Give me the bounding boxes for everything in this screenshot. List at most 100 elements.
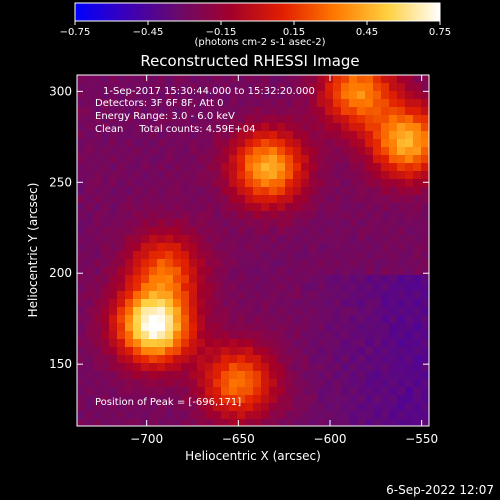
heatmap-cell [381,115,389,123]
heatmap-cell [293,163,301,171]
heatmap-cell [189,323,197,331]
heatmap-cell [261,147,269,155]
heatmap-cell [109,91,117,99]
heatmap-cell [85,339,93,347]
heatmap-cell [229,275,237,283]
heatmap-cell [285,83,293,91]
heatmap-cell [133,323,141,331]
heatmap-cell [253,307,261,315]
heatmap-cell [245,323,253,331]
heatmap-cell [413,339,421,347]
heatmap-cell [77,379,85,387]
heatmap-cell [157,251,165,259]
heatmap-cell [333,275,341,283]
heatmap-cell [133,179,141,187]
heatmap-cell [381,75,389,83]
heatmap-cell [317,355,325,363]
heatmap-cell [189,299,197,307]
heatmap-cell [285,395,293,403]
heatmap-cell [93,123,101,131]
heatmap-cell [229,115,237,123]
heatmap-cell [285,195,293,203]
heatmap-cell [405,339,413,347]
heatmap-cell [221,99,229,107]
heatmap-cell [173,323,181,331]
heatmap-cell [421,411,429,419]
heatmap-cell [213,411,221,419]
heatmap-cell [333,147,341,155]
heatmap-cell [149,99,157,107]
heatmap-cell [389,155,397,163]
heatmap-cell [173,163,181,171]
heatmap-cell [173,107,181,115]
heatmap-cell [245,99,253,107]
heatmap-cell [309,203,317,211]
heatmap-cell [133,187,141,195]
heatmap-cell [237,187,245,195]
heatmap-cell [205,187,213,195]
heatmap-cell [413,259,421,267]
heatmap-cell [77,131,85,139]
heatmap-cell [181,419,189,426]
heatmap-cell [261,411,269,419]
heatmap-cell [349,355,357,363]
heatmap-cell [149,411,157,419]
heatmap-cell [221,83,229,91]
colorbar-tick-label: 0.15 [283,27,305,38]
heatmap-cell [109,163,117,171]
heatmap-cell [285,251,293,259]
heatmap-cell [181,347,189,355]
heatmap-cell [389,267,397,275]
heatmap-cell [269,275,277,283]
heatmap-cell [373,123,381,131]
heatmap-cell [325,307,333,315]
heatmap-cell [365,235,373,243]
heatmap-cell [325,139,333,147]
heatmap-cell [253,187,261,195]
heatmap-cell [237,347,245,355]
heatmap-cell [309,371,317,379]
heatmap-cell [357,187,365,195]
heatmap-cell [341,347,349,355]
heatmap-cell [181,227,189,235]
heatmap-cell [389,171,397,179]
heatmap-cell [197,227,205,235]
heatmap-cell [221,75,229,83]
heatmap-cell [373,371,381,379]
heatmap-cell [293,347,301,355]
heatmap-cell [221,355,229,363]
heatmap-cell [357,243,365,251]
heatmap-cell [285,179,293,187]
heatmap-cell [389,283,397,291]
heatmap-cell [133,355,141,363]
heatmap-cell [221,267,229,275]
heatmap-cell [229,211,237,219]
heatmap-cell [149,163,157,171]
heatmap-cell [141,187,149,195]
heatmap-cell [85,75,93,83]
heatmap-cell [101,307,109,315]
heatmap-cell [125,395,133,403]
heatmap-cell [221,195,229,203]
heatmap-cell [237,235,245,243]
heatmap-cell [397,243,405,251]
heatmap-cell [117,243,125,251]
heatmap-cell [173,203,181,211]
heatmap-cell [333,291,341,299]
heatmap-cell [365,403,373,411]
heatmap-cell [205,107,213,115]
heatmap-cell [229,131,237,139]
heatmap-cell [181,323,189,331]
heatmap-cell [109,315,117,323]
heatmap-cell [165,299,173,307]
heatmap-cell [357,267,365,275]
heatmap-cell [309,123,317,131]
heatmap-cell [261,163,269,171]
heatmap-cell [141,395,149,403]
heatmap-cell [181,163,189,171]
heatmap-cell [389,259,397,267]
heatmap-cell [317,131,325,139]
heatmap-cell [133,155,141,163]
heatmap-cell [165,139,173,147]
heatmap-cell [157,267,165,275]
